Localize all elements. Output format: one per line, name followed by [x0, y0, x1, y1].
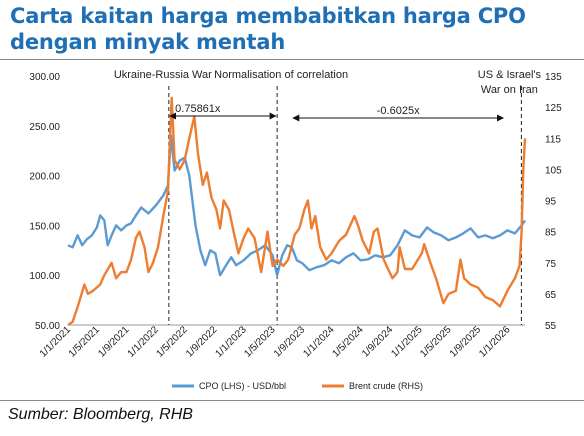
series-lines	[67, 96, 527, 326]
source-note: Sumber: Bloomberg, RHB	[8, 406, 193, 423]
title-rule	[0, 59, 584, 60]
event-label: Normalisation of correlation	[214, 69, 348, 81]
y-right-tick-label: 85	[545, 228, 557, 239]
chart-background	[0, 62, 584, 402]
event-lines: Ukraine-Russia War Normalisation of corre…	[114, 69, 542, 325]
cpo-legend-label: CPO (LHS) - USD/bbl	[199, 381, 286, 391]
y-right-tick-label: 75	[545, 259, 557, 270]
y-left-tick-label: 150.00	[29, 221, 60, 232]
y-right-tick-label: 115	[545, 134, 561, 145]
source-rule	[0, 400, 584, 401]
y-right-tick-label: 105	[545, 165, 562, 176]
brent-series-line	[67, 96, 527, 326]
y-left-tick-label: 100.00	[29, 271, 60, 282]
y-left-tick-label: 200.00	[29, 172, 60, 183]
y-right-tick-label: 95	[545, 197, 557, 208]
event-label: War on Iran	[481, 84, 538, 96]
event-label: US & Israel's	[478, 69, 542, 81]
y-left-tick-label: 250.00	[29, 122, 60, 133]
y-right-tick-labels: 55 65 75 85 95 105 115 125 135	[545, 72, 562, 332]
correlation-arrows: 0.75861x -0.6025x	[169, 103, 505, 122]
y-left-tick-label: 50.00	[35, 321, 60, 332]
correlation-label: -0.6025x	[377, 105, 420, 117]
chart-title: Carta kaitan harga membabitkan harga CPO…	[10, 4, 526, 54]
legend: CPO (LHS) - USD/bbl Brent crude (RHS)	[172, 381, 423, 391]
y-right-tick-label: 125	[545, 103, 562, 114]
y-right-tick-label: 55	[545, 321, 557, 332]
correlation-label: 0.75861x	[175, 103, 221, 115]
y-left-tick-label: 300.00	[29, 72, 60, 83]
brent-legend-label: Brent crude (RHS)	[349, 381, 423, 391]
price-correlation-chart: 1/1/20211/5/20211/9/20211/1/20221/5/2022…	[0, 62, 584, 402]
y-left-tick-labels: 50.00 100.00 150.00 200.00 250.00 300.00	[29, 72, 60, 332]
y-right-tick-label: 65	[545, 290, 557, 301]
y-right-tick-label: 135	[545, 72, 562, 83]
event-label: Ukraine-Russia War	[114, 69, 212, 81]
